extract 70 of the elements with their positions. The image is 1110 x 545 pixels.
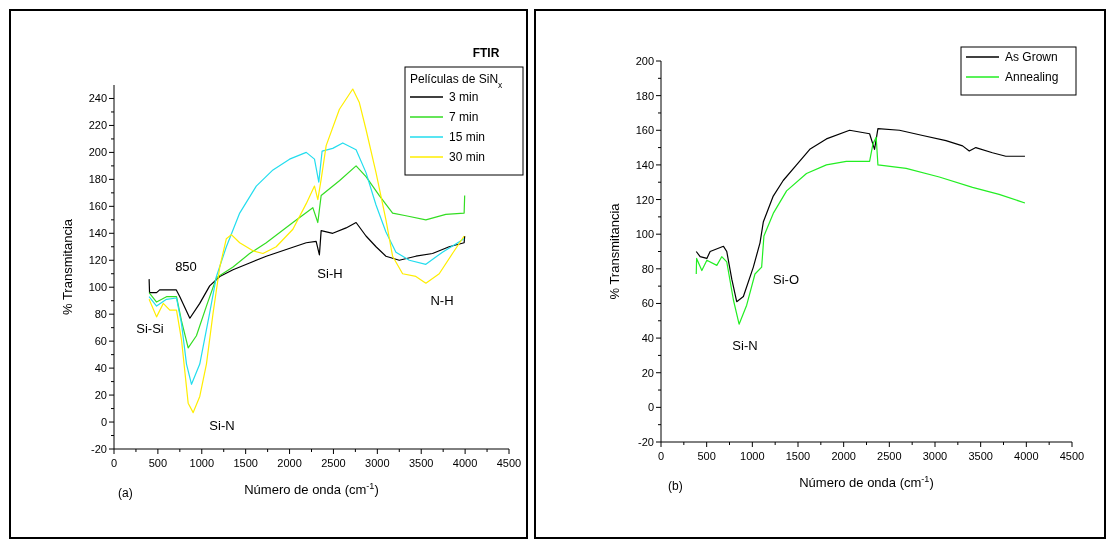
y-tick-label: 100 — [635, 228, 654, 241]
x-tick-label: 2500 — [321, 457, 346, 469]
line-series — [695, 136, 1026, 325]
y-axis-title: % Transmitancia — [60, 218, 75, 316]
y-tick-label: 200 — [88, 146, 107, 159]
y-tick-label: 200 — [635, 55, 654, 67]
line-series — [148, 221, 466, 319]
y-tick-label: 160 — [635, 124, 654, 137]
line-series — [695, 127, 1026, 303]
annotation: Si-H — [317, 266, 343, 281]
y-tick-label: 180 — [88, 173, 107, 186]
x-tick-label: 3000 — [365, 457, 390, 469]
y-tick-label: 220 — [88, 119, 107, 132]
y-tick-label: 140 — [635, 158, 654, 171]
annotation: Si-N — [209, 418, 235, 433]
annotation: Si-N — [732, 338, 758, 353]
x-tick-label: 0 — [110, 457, 118, 469]
x-tick-label: 1000 — [189, 457, 215, 469]
x-axis-title: Número de onda (cm$^{-1}$) — [244, 481, 379, 497]
y-tick-label: -20 — [91, 443, 107, 455]
legend-label: 3 min — [449, 90, 479, 104]
y-axis-title: % Transmitancia — [607, 202, 622, 300]
y-tick-label: 180 — [635, 89, 654, 102]
annotation: N-H — [430, 293, 454, 308]
y-tick-label: 60 — [641, 297, 654, 310]
text: (b) — [668, 479, 683, 493]
y-tick-label: -20 — [638, 436, 654, 448]
y-tick-label: 120 — [88, 254, 107, 267]
x-tick-label: 500 — [697, 450, 716, 462]
y-tick-label: 60 — [94, 335, 107, 348]
annotation: 850 — [175, 259, 197, 274]
x-tick-label: 2000 — [831, 450, 856, 462]
y-tick-label: 80 — [641, 262, 654, 275]
legend-label: 30 min — [449, 150, 486, 164]
x-tick-label: 2000 — [277, 457, 302, 469]
x-tick-label: 2500 — [877, 450, 902, 462]
y-tick-label: 20 — [641, 366, 654, 379]
y-tick-label: 120 — [635, 193, 654, 206]
y-tick-label: 40 — [94, 362, 107, 375]
annotation: Si-O — [773, 272, 799, 287]
x-tick-label: 500 — [148, 457, 168, 469]
y-tick-label: 80 — [94, 308, 107, 321]
y-tick-label: 0 — [100, 416, 107, 429]
y-tick-label: 0 — [647, 401, 654, 414]
x-tick-label: 3000 — [922, 450, 948, 462]
y-tick-label: 40 — [641, 332, 654, 345]
x-tick-label: 3500 — [968, 450, 993, 462]
annotation: Si-Si — [136, 321, 164, 336]
x-tick-label: 1500 — [785, 450, 811, 462]
x-tick-label: 4000 — [452, 457, 478, 469]
x-tick-label: 4000 — [1014, 450, 1039, 462]
x-tick-label: 3500 — [408, 457, 434, 469]
x-axis-title: Número de onda (cm$^{-1}$) — [799, 474, 934, 490]
x-tick-label: 4500 — [1059, 450, 1085, 462]
y-tick-label: 140 — [88, 227, 107, 240]
x-tick-label: 4500 — [496, 457, 522, 469]
x-tick-label: 0 — [657, 450, 665, 462]
y-tick-label: 100 — [88, 281, 107, 294]
x-tick-label: 1500 — [233, 457, 258, 469]
legend-label: As Grown — [1005, 50, 1058, 64]
x-tick-label: 1000 — [740, 450, 765, 462]
y-tick-label: 20 — [94, 389, 107, 402]
legend-label: Annealing — [1005, 70, 1059, 84]
text: (a) — [118, 486, 133, 500]
chart-title: FTIR — [472, 46, 500, 60]
y-tick-label: 240 — [88, 92, 107, 105]
y-tick-label: 160 — [88, 200, 107, 213]
legend-label: 15 min — [449, 130, 486, 144]
legend-title: Películas de SiN$_{x}$ — [410, 72, 504, 90]
legend-label: 7 min — [449, 110, 479, 124]
